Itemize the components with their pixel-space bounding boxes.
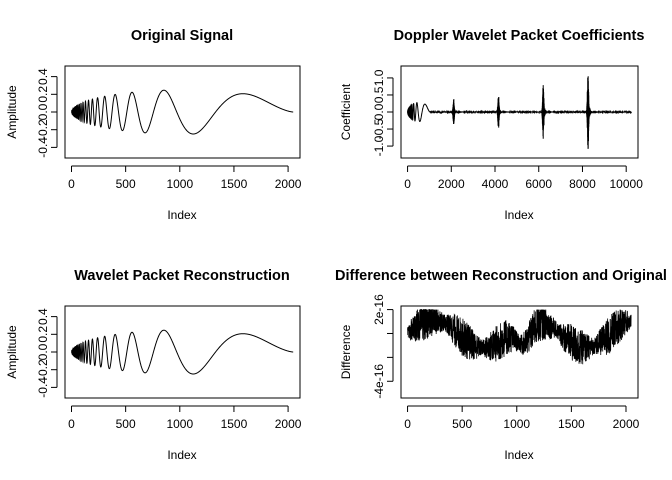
plot-frame — [64, 305, 301, 399]
x-tick-label: 1000 — [166, 177, 193, 191]
panel-wp-reconstruction: Wavelet Packet Reconstruction 0 500 1000 15… — [5, 268, 302, 462]
x-tick-label: 1500 — [221, 417, 248, 431]
plot-title: Original Signal — [131, 28, 233, 44]
x-tick-label: 1500 — [558, 417, 585, 431]
x-axis: 0 500 1000 1500 2000 — [68, 165, 302, 191]
x-tick-label: 10000 — [610, 177, 644, 191]
x-axis-label: Index — [167, 448, 196, 462]
x-tick-label: 0 — [68, 417, 75, 431]
x-tick-label: 4000 — [482, 177, 509, 191]
x-axis: 0 500 1000 1500 2000 — [68, 405, 302, 431]
y-tick-label: -4e-16 — [372, 364, 386, 399]
y-tick-label: -0.2 — [36, 119, 50, 140]
panel-wp-coefficients: Doppler Wavelet Packet Coefficients 0 200… — [339, 28, 644, 222]
y-axis-label: Amplitude — [5, 325, 19, 379]
x-tick-label: 0 — [68, 177, 75, 191]
plot-title: Difference between Reconstruction and Or… — [335, 268, 667, 284]
x-tick-label: 8000 — [569, 177, 596, 191]
x-tick-label: 500 — [116, 417, 136, 431]
x-tick-label: 500 — [116, 177, 136, 191]
x-tick-label: 6000 — [525, 177, 552, 191]
x-axis: 0 500 1000 1500 2000 — [404, 405, 640, 431]
x-tick-label: 1500 — [221, 177, 248, 191]
plot-frame — [400, 65, 639, 159]
y-tick-label: 2e-16 — [372, 294, 386, 325]
difference-line — [407, 309, 632, 365]
x-axis-label: Index — [167, 208, 196, 222]
y-tick-label: -0.2 — [36, 359, 50, 380]
plot-frame — [64, 65, 301, 159]
panel-original-signal: Original Signal 0 500 1000 1500 2000 -0.4-0.… — [5, 28, 302, 222]
plot-title: Wavelet Packet Reconstruction — [74, 268, 289, 284]
y-axis: -4e-16 2e-16 — [372, 294, 394, 399]
y-tick-label: 1.0 — [372, 69, 386, 86]
y-tick-label: 0.2 — [36, 326, 50, 343]
y-tick-label: -0.4 — [36, 137, 50, 158]
x-tick-label: 1000 — [503, 417, 530, 431]
x-tick-label: 1000 — [166, 417, 193, 431]
y-tick-label: 0.4 — [36, 68, 50, 85]
y-tick-label: 0.0 — [36, 343, 50, 360]
x-tick-label: 2000 — [613, 417, 640, 431]
x-tick-label: 2000 — [275, 177, 302, 191]
panel-difference: Difference between Reconstruction and Or… — [335, 268, 667, 462]
x-tick-label: 500 — [452, 417, 472, 431]
y-tick-label: 0.4 — [36, 308, 50, 325]
y-axis: -0.4-0.20.00.20.4 — [36, 68, 58, 158]
y-tick-label: 0.0 — [36, 103, 50, 120]
x-axis: 0 2000 4000 6000 8000 10000 — [404, 165, 644, 191]
y-tick-label: 0.5 — [372, 86, 386, 103]
y-axis: -1.0-0.50.00.51.0 — [372, 69, 394, 156]
x-axis-label: Index — [504, 448, 533, 462]
y-tick-label: -0.4 — [36, 377, 50, 398]
y-axis: -0.4-0.20.00.20.4 — [36, 308, 58, 398]
plot-frame — [400, 305, 639, 399]
coefficient-line — [407, 76, 632, 149]
x-axis-label: Index — [504, 208, 533, 222]
x-tick-label: 0 — [404, 177, 411, 191]
y-tick-label: 0.2 — [36, 86, 50, 103]
signal-line — [71, 89, 294, 135]
plot-title: Doppler Wavelet Packet Coefficients — [394, 28, 645, 44]
signal-line — [71, 329, 294, 375]
y-tick-label: 0.0 — [372, 103, 386, 120]
y-tick-label: -1.0 — [372, 135, 386, 156]
x-tick-label: 0 — [404, 417, 411, 431]
y-axis-label: Amplitude — [5, 85, 19, 139]
x-tick-label: 2000 — [275, 417, 302, 431]
y-tick-label: -0.5 — [372, 118, 386, 139]
y-axis-label: Difference — [339, 324, 353, 379]
y-axis-label: Coefficient — [339, 83, 353, 140]
x-tick-label: 2000 — [438, 177, 465, 191]
